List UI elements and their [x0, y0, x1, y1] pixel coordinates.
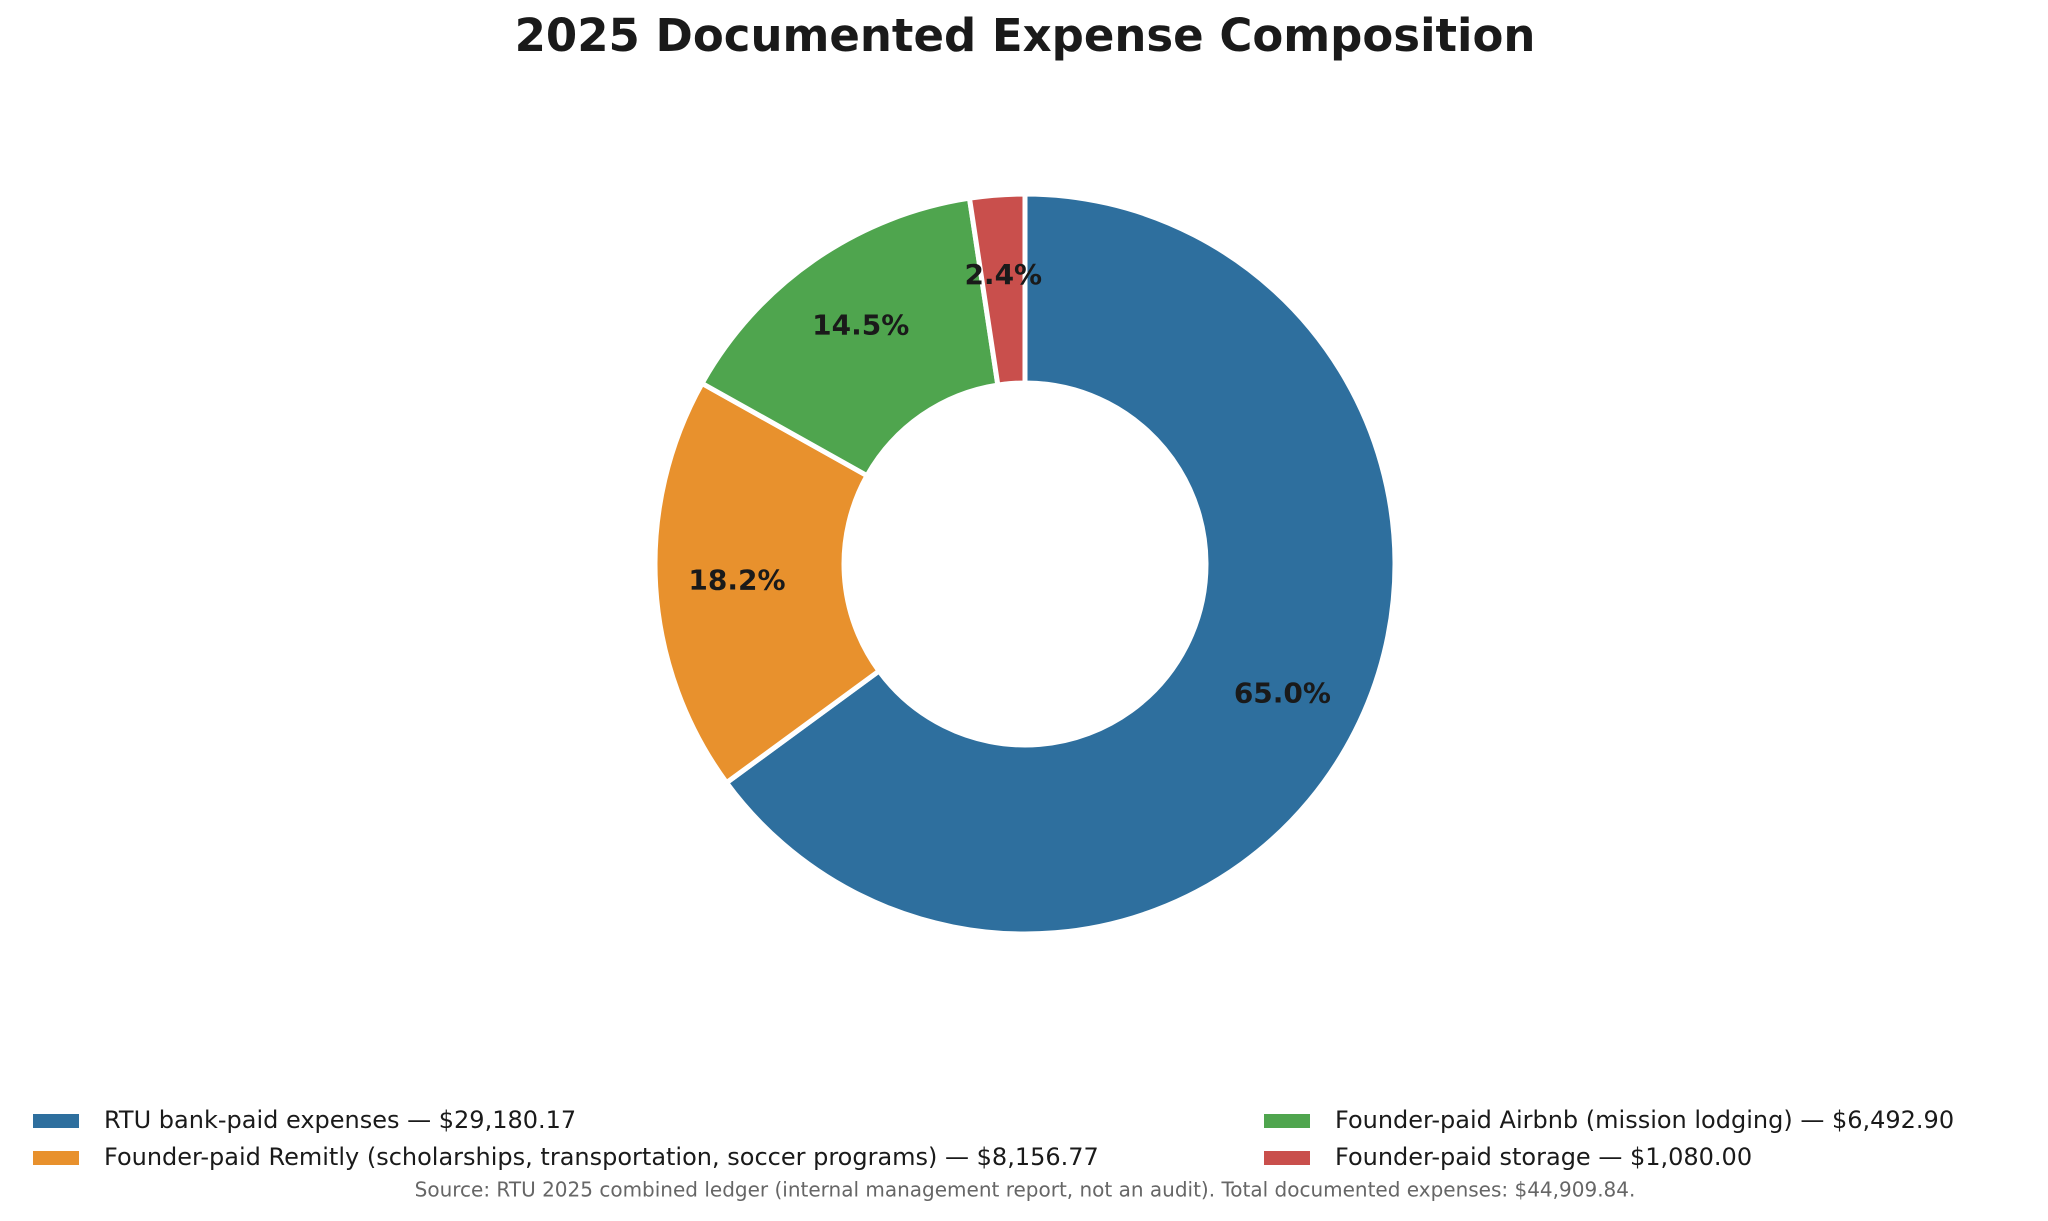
source-note: Source: RTU 2025 combined ledger (intern…	[415, 1178, 1636, 1202]
legend-swatch	[1264, 1114, 1310, 1128]
pie-slice	[966, 191, 1028, 388]
legend-label: RTU bank-paid expenses — $29,180.17	[104, 1106, 576, 1134]
pie-slice	[698, 195, 1001, 480]
pie-slice	[652, 379, 883, 787]
legend-swatch	[33, 1151, 79, 1165]
legend-swatch	[33, 1114, 79, 1128]
legend-label: Founder-paid storage — $1,080.00	[1335, 1143, 1752, 1171]
legend-swatch	[1264, 1151, 1310, 1165]
slice-label: 18.2%	[688, 564, 785, 597]
slice-label: 2.4%	[964, 258, 1042, 291]
legend-label: Founder-paid Airbnb (mission lodging) — …	[1335, 1106, 1954, 1134]
chart-title: 2025 Documented Expense Composition	[515, 9, 1536, 62]
pie-slice	[723, 191, 1398, 937]
slice-label: 14.5%	[812, 309, 909, 342]
slice-label: 65.0%	[1234, 676, 1331, 709]
legend-label: Founder-paid Remitly (scholarships, tran…	[104, 1143, 1099, 1171]
